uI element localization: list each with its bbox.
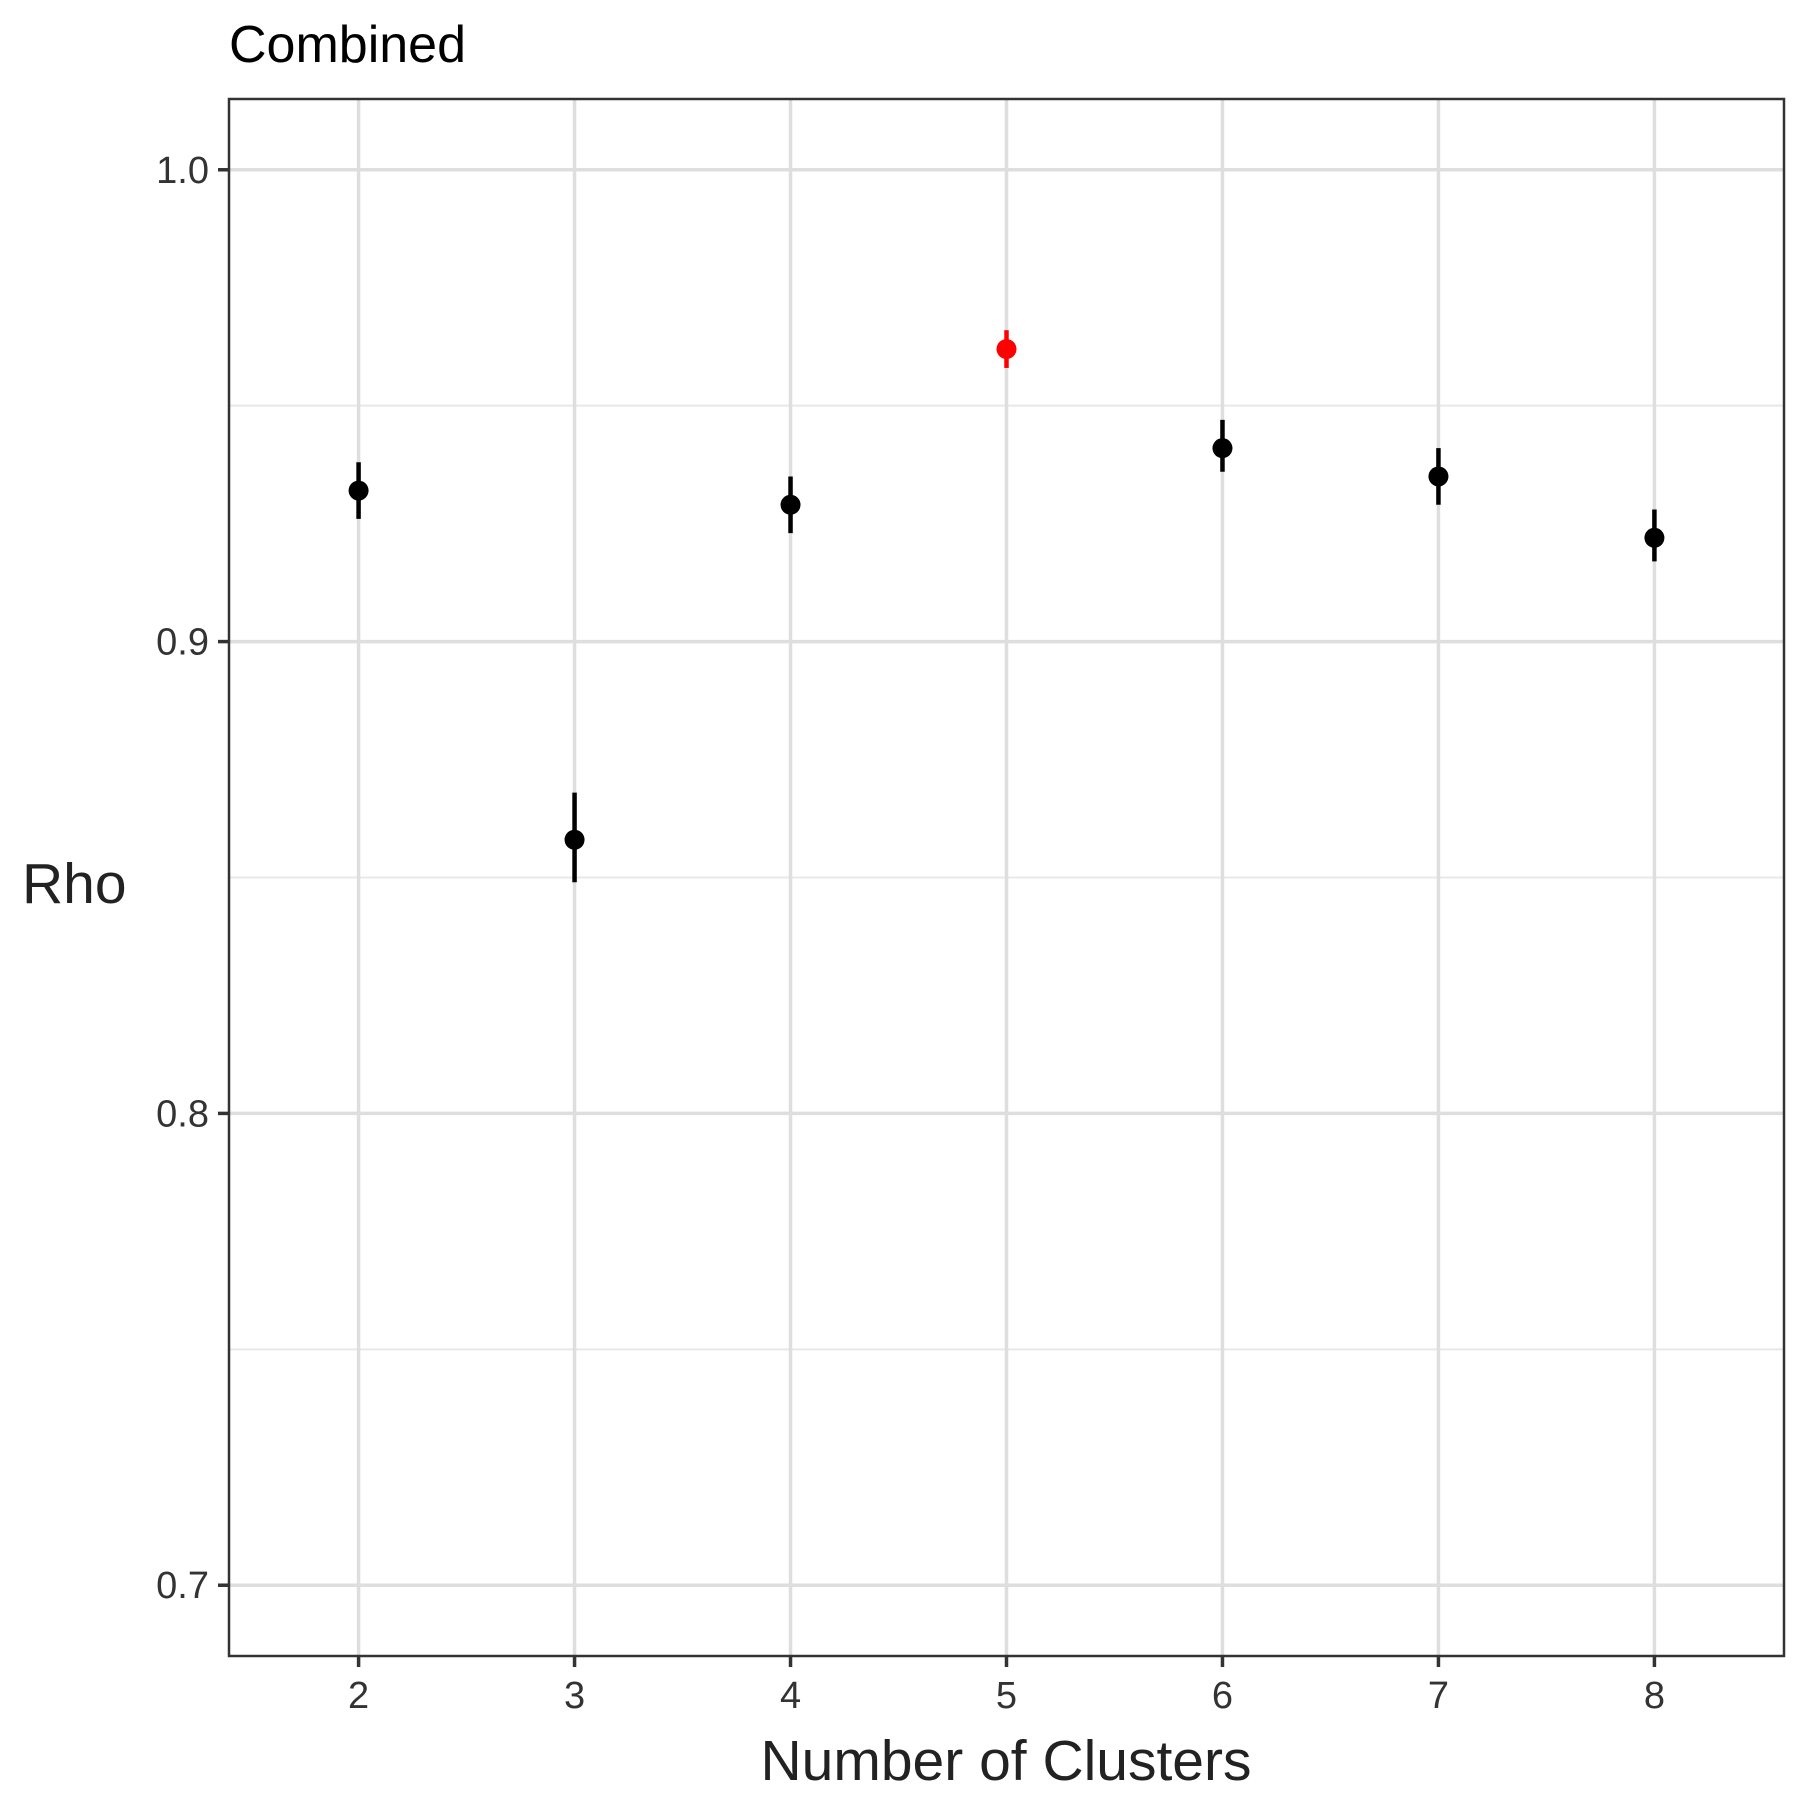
data-points: [348, 339, 1665, 850]
chart-title: Combined: [229, 16, 466, 74]
x-tick-label: 5: [996, 1675, 1017, 1717]
axes: 0.7 0.8 0.9 1.0 2 3 4 5 6 7 8: [156, 150, 1665, 1717]
data-point: [780, 494, 801, 515]
x-axis-title: Number of Clusters: [761, 1729, 1252, 1793]
x-tick-label: 8: [1644, 1675, 1665, 1717]
data-point: [1212, 438, 1233, 459]
data-point: [348, 480, 369, 501]
x-tick-label: 2: [348, 1675, 369, 1717]
x-tick-label: 3: [564, 1675, 585, 1717]
x-tick-label: 6: [1212, 1675, 1233, 1717]
y-tick-label: 0.8: [156, 1093, 209, 1135]
y-tick-label: 0.9: [156, 622, 209, 664]
y-tick-label: 1.0: [156, 150, 209, 192]
highlighted-data-point: [996, 339, 1017, 360]
data-point: [564, 829, 585, 850]
y-axis-title: Rho: [22, 852, 127, 916]
data-point: [1428, 466, 1449, 487]
data-point: [1644, 527, 1665, 548]
y-tick-label: 0.7: [156, 1565, 209, 1607]
x-tick-label: 4: [780, 1675, 801, 1717]
x-tick-label: 7: [1428, 1675, 1449, 1717]
